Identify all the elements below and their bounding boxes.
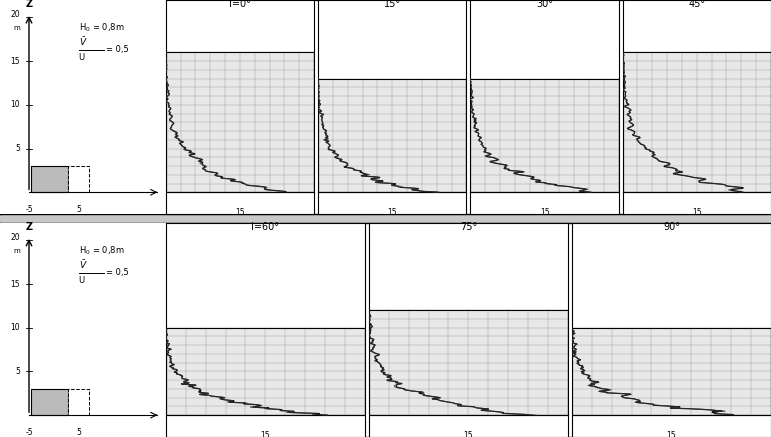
Text: 15: 15	[10, 280, 20, 288]
Text: H$_0$ = 0,8m: H$_0$ = 0,8m	[79, 22, 124, 35]
Text: 75°: 75°	[460, 222, 477, 232]
Text: 15: 15	[667, 431, 676, 437]
Text: 15: 15	[235, 208, 244, 217]
Text: 15: 15	[10, 57, 20, 66]
Text: 15: 15	[463, 431, 473, 437]
Text: 5: 5	[15, 367, 20, 376]
Text: $\bar{V}$: $\bar{V}$	[79, 258, 87, 271]
Bar	[31, 166, 68, 192]
Text: 5: 5	[15, 144, 20, 153]
Bar	[68, 166, 89, 192]
Text: 15: 15	[388, 208, 397, 217]
Bar	[166, 328, 365, 415]
Bar	[31, 389, 68, 415]
Text: 15: 15	[692, 208, 702, 217]
Text: 10: 10	[10, 323, 20, 332]
Bar	[470, 79, 618, 192]
Text: I=0°: I=0°	[229, 0, 251, 9]
Text: 10: 10	[10, 101, 20, 109]
Text: Z: Z	[25, 222, 32, 232]
Text: m: m	[13, 248, 20, 254]
Text: 20: 20	[10, 10, 20, 19]
Bar	[318, 79, 466, 192]
Text: 20: 20	[10, 233, 20, 242]
Text: H$_0$ = 0,8m: H$_0$ = 0,8m	[79, 245, 124, 257]
Text: U: U	[79, 53, 85, 62]
Bar	[369, 310, 568, 415]
Text: 15°: 15°	[384, 0, 401, 9]
Text: = 0,5: = 0,5	[106, 45, 129, 54]
Bar	[572, 328, 771, 415]
Text: -5: -5	[25, 428, 33, 437]
Bar	[68, 389, 89, 415]
Text: U: U	[79, 276, 85, 285]
Bar	[623, 52, 771, 192]
Text: I=60°: I=60°	[251, 222, 279, 232]
Text: 5: 5	[76, 205, 81, 215]
Text: -5: -5	[25, 205, 33, 215]
Text: m: m	[13, 25, 20, 31]
Text: 5: 5	[76, 428, 81, 437]
Bar	[166, 52, 315, 192]
Text: $\bar{V}$: $\bar{V}$	[79, 35, 87, 49]
Text: Z: Z	[25, 0, 32, 9]
Text: 90°: 90°	[663, 222, 680, 232]
Text: = 0,5: = 0,5	[106, 268, 129, 277]
Text: 30°: 30°	[536, 0, 553, 9]
Text: 45°: 45°	[689, 0, 705, 9]
Text: 15: 15	[261, 431, 270, 437]
Text: 15: 15	[540, 208, 549, 217]
